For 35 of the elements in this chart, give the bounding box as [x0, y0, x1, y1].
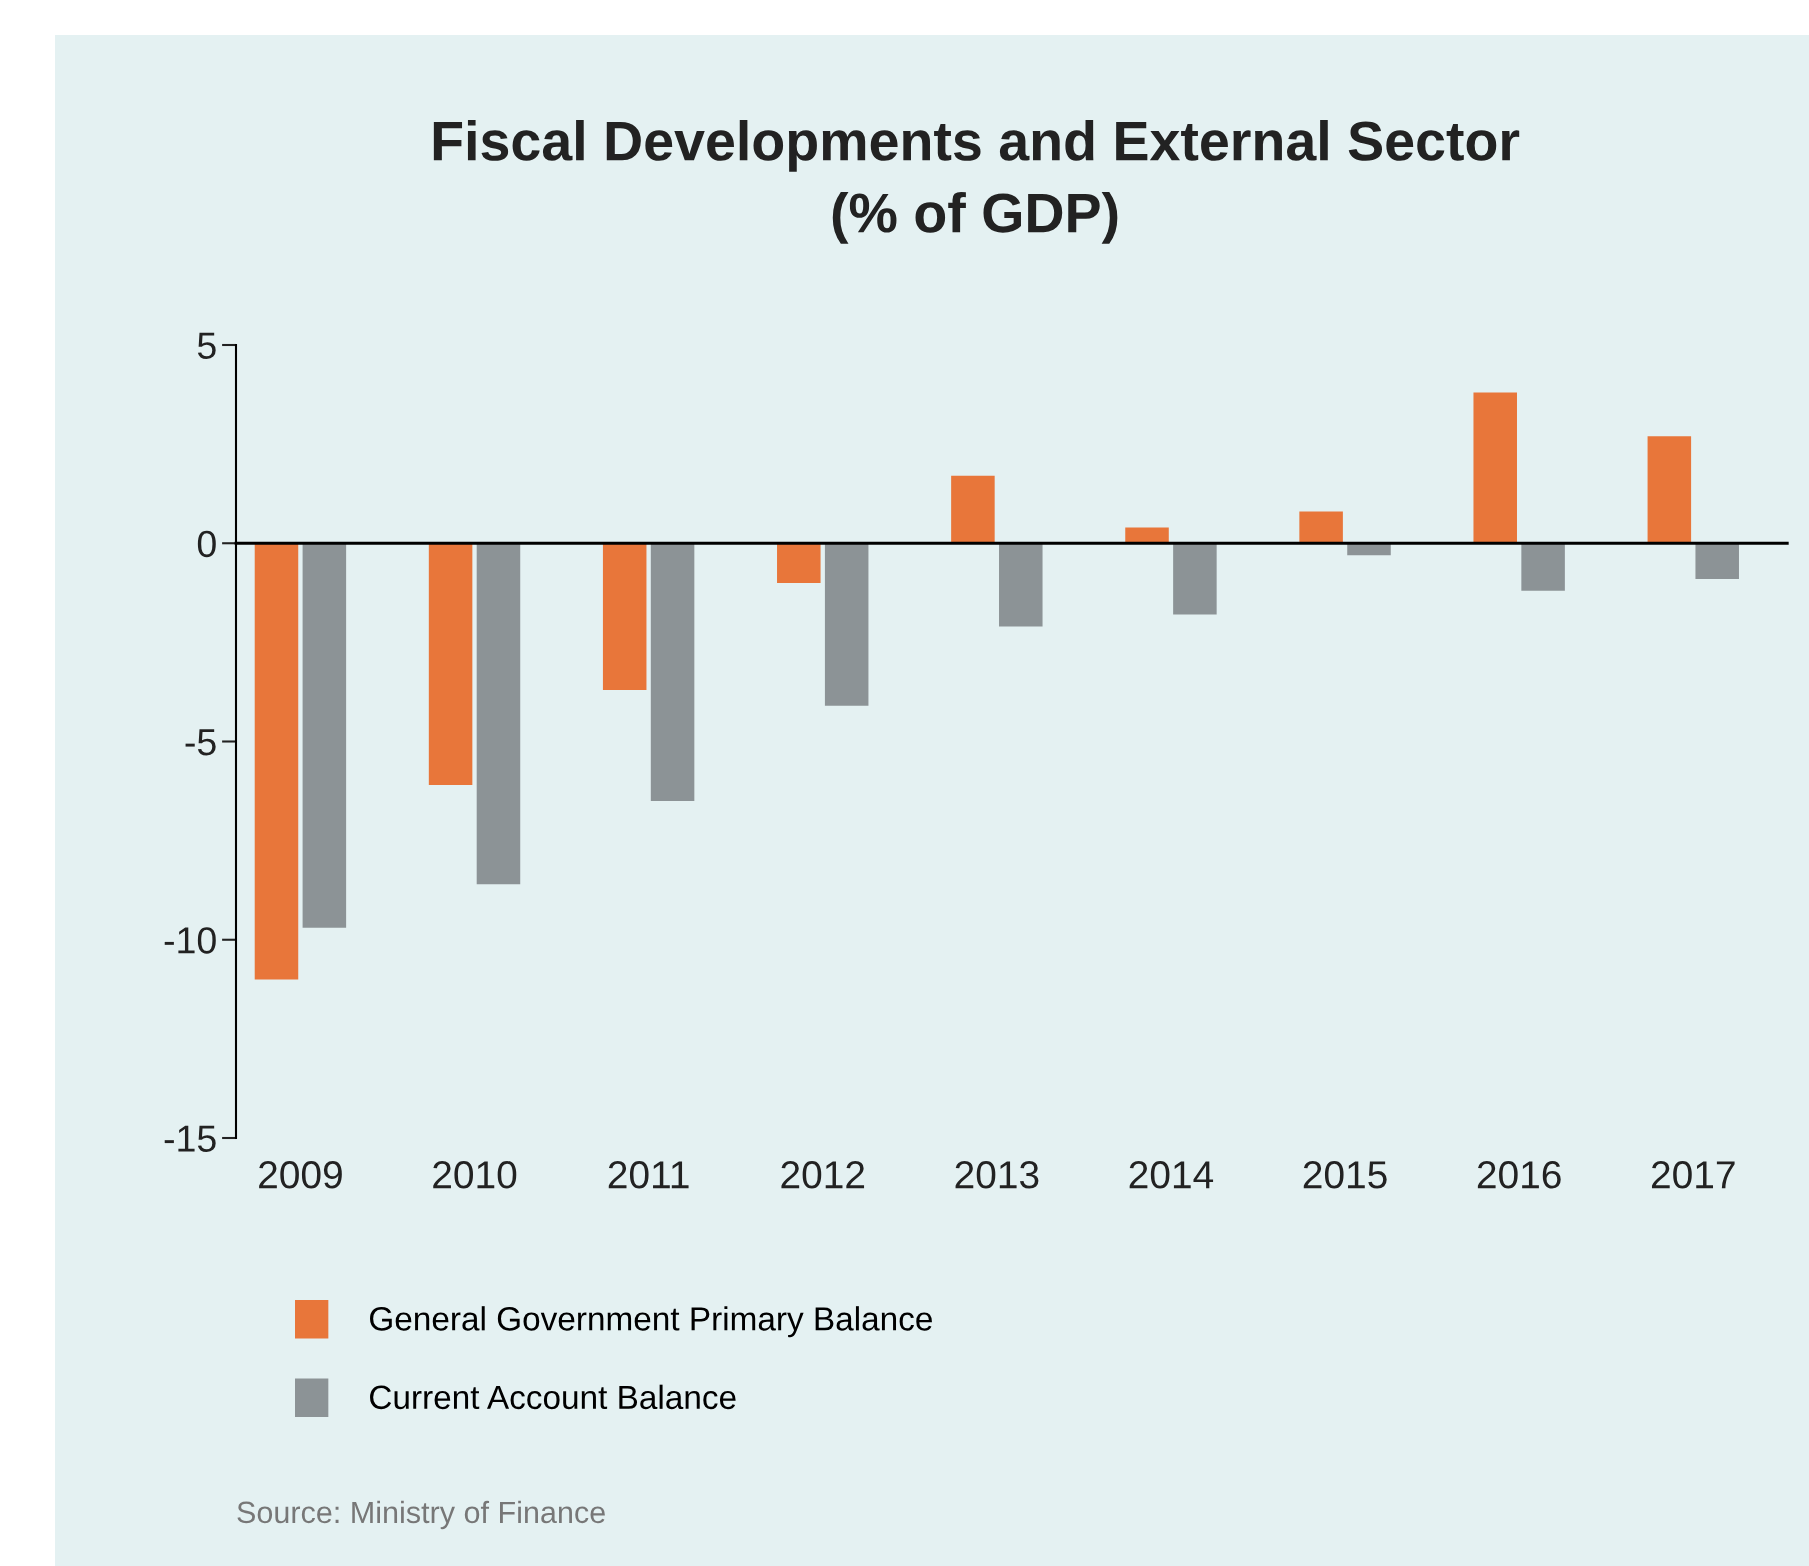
bar: [1299, 511, 1343, 544]
bar: [824, 543, 869, 706]
bar: [302, 543, 347, 928]
y-tick-label: -5: [185, 729, 216, 756]
x-tick-label: 2016: [1477, 1161, 1561, 1189]
legend-label: General Government Primary Balance: [370, 1306, 932, 1338]
bar: [1647, 436, 1692, 544]
x-tick-label: 2011: [608, 1161, 689, 1189]
bar: [1125, 527, 1169, 544]
legend-label: Current Account Balance: [370, 1384, 736, 1410]
x-tick-label: 2013: [955, 1161, 1039, 1189]
x-tick-label: 2015: [1303, 1161, 1387, 1189]
x-tick-label: 2017: [1651, 1161, 1735, 1189]
x-tick-label: 2009: [259, 1161, 342, 1189]
bar: [1695, 543, 1739, 579]
bar: [777, 543, 821, 583]
x-tick-label: 2010: [433, 1161, 517, 1189]
y-tick-label: -10: [164, 927, 216, 954]
x-tick-label: 2014: [1129, 1161, 1214, 1189]
bar: [1521, 543, 1565, 591]
x-tick-label: 2012: [781, 1161, 865, 1189]
bar: [602, 543, 647, 690]
y-tick-label: 5: [197, 332, 216, 359]
source-note: Source: Ministry of Finance: [237, 1500, 605, 1530]
bar: [476, 543, 521, 885]
bar: [1173, 543, 1217, 615]
bar: [1473, 392, 1517, 544]
bar: [428, 543, 473, 786]
bar: [650, 543, 695, 801]
y-tick-label: 0: [197, 530, 216, 558]
chart-title: Fiscal Developments and External Sector (% of GDP): [433, 120, 1520, 244]
bar: [999, 543, 1043, 627]
bar: [254, 543, 299, 980]
y-tick-label: -15: [164, 1125, 216, 1152]
bar: [951, 475, 995, 544]
